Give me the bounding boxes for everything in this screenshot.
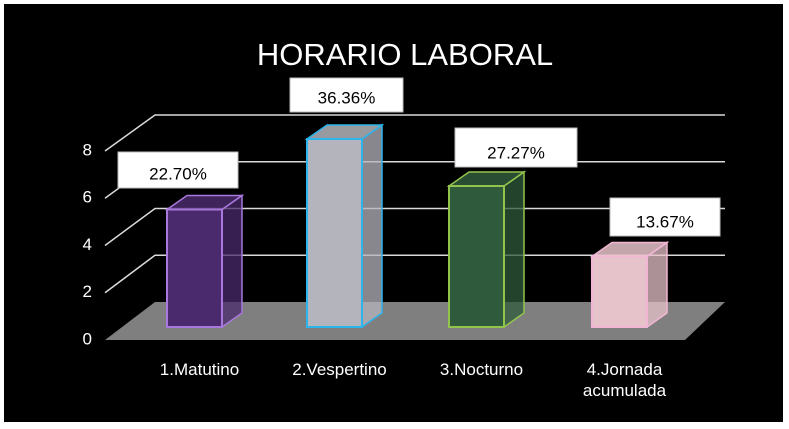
bar-side (221, 194, 243, 329)
grid-line (104, 207, 725, 247)
y-tick-label: 8 (83, 140, 92, 159)
grid-line (104, 114, 725, 152)
bar-front (591, 255, 648, 328)
bar-side (361, 123, 383, 329)
x-tick-label: 3.Nocturno (439, 360, 524, 379)
y-tick-label: 2 (83, 282, 92, 301)
bar (446, 170, 527, 329)
bar (304, 123, 385, 329)
bar-front (448, 185, 505, 328)
y-tick-label: 0 (83, 329, 92, 348)
data-label-box (609, 197, 721, 237)
y-tick-label: 6 (83, 188, 92, 207)
x-tick-label: 1.Matutino (159, 360, 240, 379)
y-tick-label: 4 (83, 235, 92, 254)
bar (164, 194, 245, 329)
chart-title: HORARIO LABORAL (257, 37, 553, 72)
bar-front (306, 138, 363, 328)
x-tick-label: 4.Jornada acumulada (582, 360, 667, 400)
data-label: 36.36% (318, 88, 376, 107)
bar (589, 241, 670, 329)
bar-side (503, 170, 525, 329)
data-label: 13.67% (636, 212, 694, 231)
x-tick-label: 2.Vespertino (292, 360, 387, 379)
data-label-box (454, 127, 578, 168)
data-label: 27.27% (487, 143, 545, 162)
floor (105, 302, 725, 340)
grid-line (104, 254, 725, 294)
data-label: 22.70% (149, 164, 207, 183)
data-label-box (289, 77, 404, 113)
data-label-box (117, 151, 239, 189)
bar-front (166, 208, 223, 328)
